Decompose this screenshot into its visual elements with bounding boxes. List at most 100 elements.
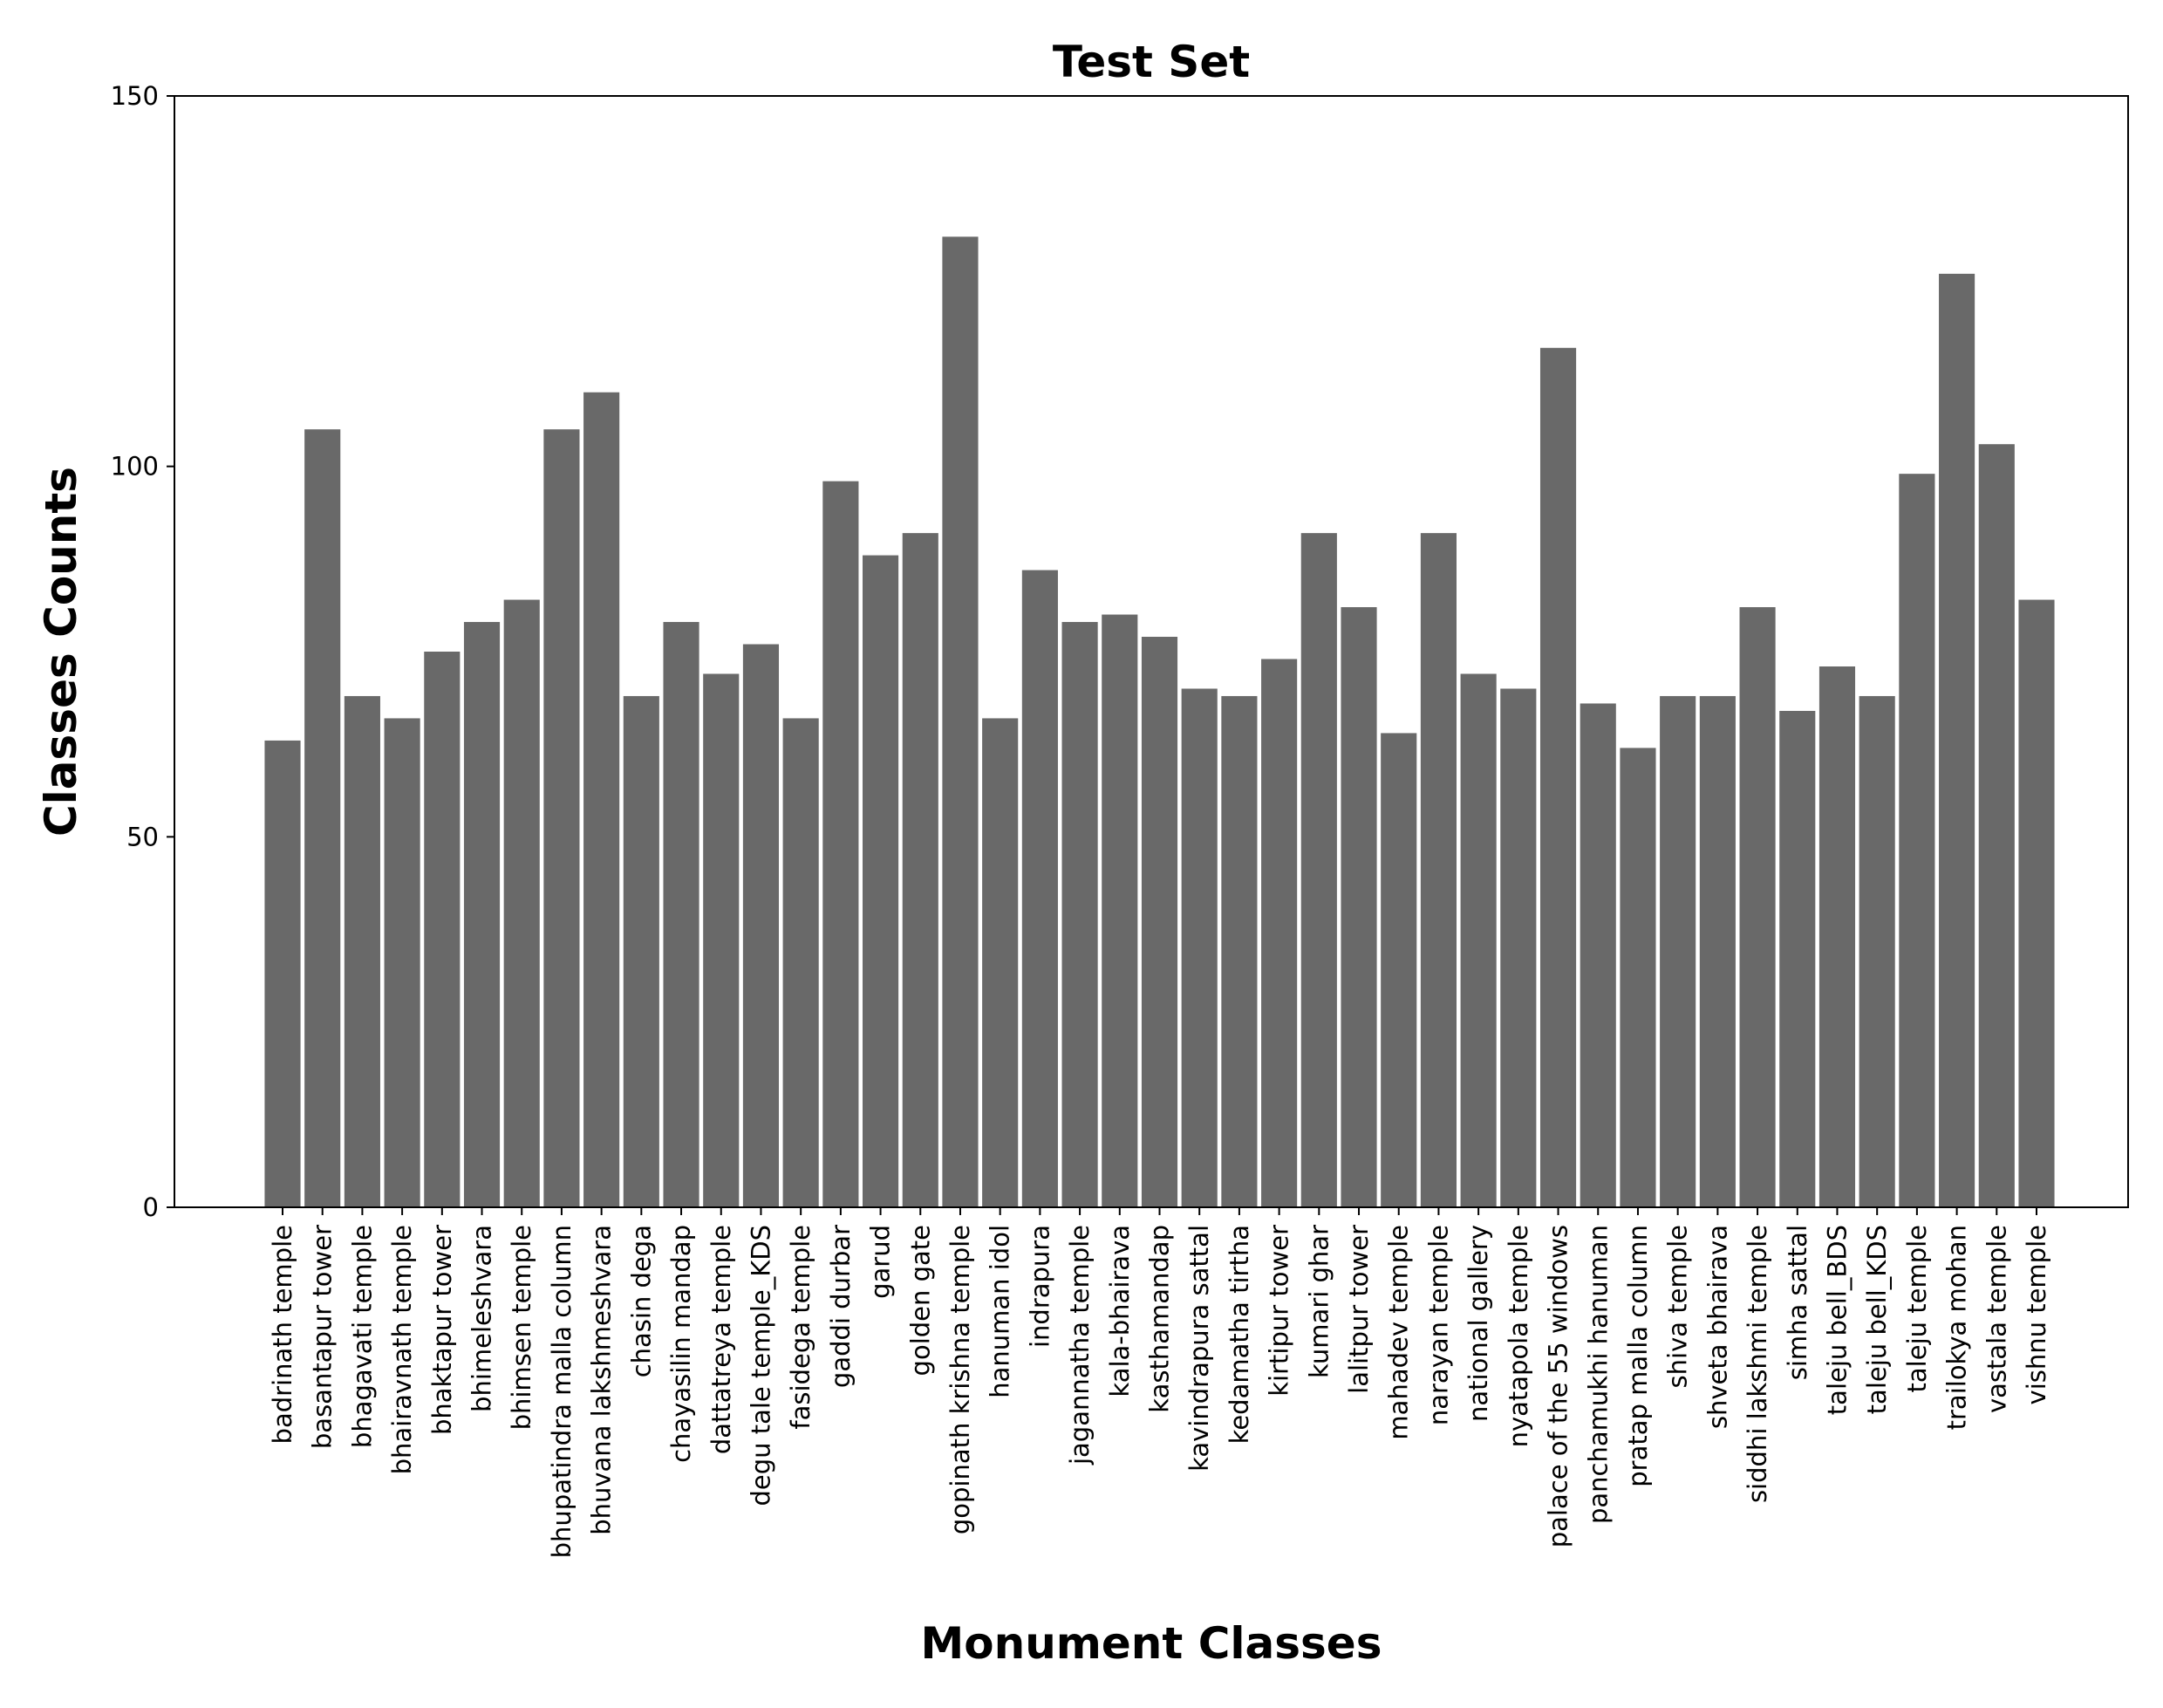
- bar: [663, 622, 699, 1207]
- bar: [822, 481, 859, 1207]
- x-tick-label: garud: [866, 1225, 896, 1299]
- x-tick-label: bhimeleshvara: [467, 1225, 497, 1412]
- bar: [1261, 659, 1298, 1207]
- bar: [384, 718, 420, 1207]
- bar: [863, 555, 899, 1207]
- x-tick-label: mahadev temple: [1384, 1225, 1414, 1440]
- x-tick-label: kasthamandap: [1145, 1225, 1175, 1413]
- bar: [1539, 347, 1577, 1207]
- y-tick-label: 150: [111, 81, 159, 111]
- bar: [1899, 474, 1935, 1207]
- bar: [942, 236, 979, 1207]
- x-tick-label: lalitpur tower: [1344, 1225, 1374, 1394]
- x-tick-label: taleju bell_BDS: [1822, 1225, 1852, 1415]
- bar: [1141, 637, 1178, 1207]
- x-tick-label: shveta bhairava: [1702, 1225, 1732, 1429]
- x-tick-label: nyatapola temple: [1504, 1225, 1533, 1447]
- x-tick-label: bhagavati temple: [347, 1225, 377, 1448]
- bar: [1580, 703, 1616, 1207]
- x-tick-label: kirtipur tower: [1265, 1225, 1294, 1397]
- x-tick-label: bhaktapur tower: [427, 1225, 457, 1435]
- x-tick-label: hanuman idol: [986, 1225, 1015, 1398]
- bar: [1021, 570, 1058, 1207]
- x-tick-label: bhimsen temple: [507, 1225, 536, 1430]
- x-tick-label: fasidega temple: [786, 1225, 815, 1430]
- y-tick-label: 0: [143, 1192, 159, 1222]
- bar: [1460, 673, 1497, 1207]
- y-axis-label: Classes Counts: [36, 467, 86, 837]
- x-tick-label: kedamatha tirtha: [1225, 1225, 1254, 1444]
- y-tick-label: 50: [126, 822, 159, 851]
- x-tick-label: kala-bhairava: [1105, 1225, 1135, 1397]
- x-tick-label: taleju bell_KDS: [1862, 1225, 1892, 1414]
- x-tick-label: pratap malla column: [1623, 1225, 1653, 1487]
- bar: [304, 429, 341, 1207]
- bar: [982, 718, 1019, 1207]
- bar: [1939, 273, 1975, 1208]
- x-tick-label: vastala temple: [1982, 1225, 2011, 1413]
- x-tick-label: golden gate: [905, 1225, 935, 1376]
- bar: [623, 695, 659, 1207]
- bar: [1620, 748, 1656, 1207]
- bar: [1739, 607, 1776, 1207]
- y-axis: 0 50 100 150: [111, 81, 174, 1222]
- x-axis-label: Monument Classes: [921, 1618, 1382, 1669]
- bar: [2018, 599, 2055, 1207]
- bar: [1660, 695, 1696, 1207]
- bar: [1181, 688, 1218, 1207]
- x-tick-label: national gallery: [1464, 1225, 1493, 1422]
- x-tick-label: badrinath temple: [268, 1225, 297, 1444]
- bars-group: [264, 236, 2055, 1208]
- x-tick-label: basantapur tower: [308, 1225, 338, 1449]
- bar: [1061, 622, 1098, 1207]
- bar: [1779, 710, 1816, 1207]
- bar: [1300, 533, 1337, 1207]
- bar: [1978, 444, 2015, 1207]
- bar: [424, 652, 461, 1207]
- x-tick-label: gopinath krishna temple: [945, 1225, 975, 1534]
- x-tick-label: bhairavnath temple: [387, 1225, 417, 1474]
- bar: [902, 533, 938, 1207]
- x-tick-label: taleju temple: [1902, 1225, 1932, 1392]
- x-tick-label: narayan temple: [1423, 1225, 1453, 1425]
- bar: [1500, 688, 1537, 1207]
- x-tick-label: kavindrapura sattal: [1184, 1225, 1214, 1472]
- x-tick-label: gaddi durbar: [826, 1225, 856, 1388]
- x-tick-label: jagannatha temple: [1065, 1225, 1095, 1465]
- bar: [782, 718, 819, 1207]
- bar: [1699, 695, 1736, 1207]
- bar: [1221, 695, 1258, 1207]
- bar: [1102, 614, 1138, 1207]
- x-tick-label: bhuvana lakshmeshvara: [587, 1225, 617, 1535]
- bar: [1381, 733, 1417, 1207]
- bar: [742, 644, 780, 1207]
- x-tick-label: dattatreya temple: [706, 1225, 736, 1454]
- x-tick-label: panchamukhi hanuman: [1583, 1225, 1613, 1524]
- bar: [503, 599, 540, 1207]
- x-tick-label: chayasilin mandap: [666, 1225, 696, 1463]
- bar: [703, 673, 740, 1207]
- x-tick-label: simha sattal: [1783, 1225, 1812, 1380]
- y-tick-label: 100: [111, 452, 159, 482]
- x-tick-label: trailokya mohan: [1942, 1225, 1972, 1430]
- chart-title: Test Set: [1053, 37, 1250, 87]
- plot-frame: [174, 95, 2129, 1208]
- bar: [1818, 666, 1856, 1207]
- bar: [264, 740, 301, 1207]
- bar: [1420, 533, 1457, 1207]
- x-tick-label: shiva temple: [1663, 1225, 1693, 1388]
- bar: [1341, 607, 1377, 1207]
- x-tick-label: bhupatindra malla column: [547, 1225, 577, 1558]
- x-tick-label: kumari ghar: [1304, 1225, 1334, 1378]
- x-tick-label: chasin dega: [626, 1225, 656, 1377]
- x-tick-label: palace of the 55 windows: [1544, 1225, 1573, 1547]
- x-tick-label: indrapura: [1025, 1225, 1054, 1348]
- x-tick-label: siddhi lakshmi temple: [1743, 1225, 1772, 1503]
- x-tick-label: degu tale temple_KDS: [746, 1225, 775, 1506]
- bar: [543, 429, 580, 1207]
- x-axis: badrinath temple basantapur tower bhagavat…: [268, 1207, 2051, 1558]
- bar: [583, 392, 620, 1208]
- bar: [344, 695, 380, 1207]
